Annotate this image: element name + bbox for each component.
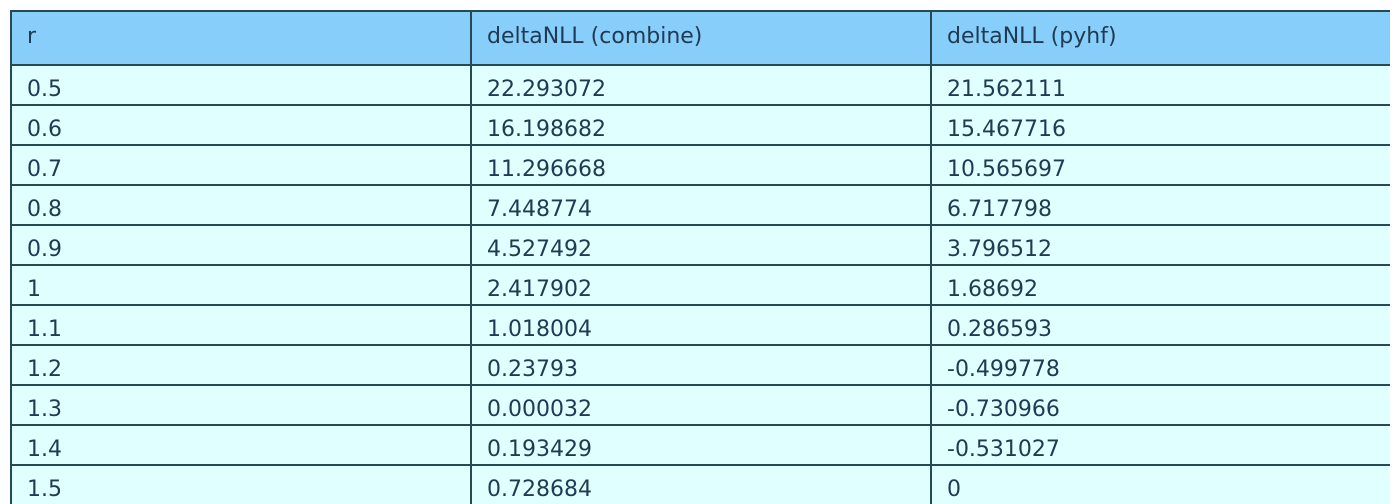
- cell-r: 1.2: [10, 344, 472, 386]
- cell-deltanll-pyhf: -0.499778: [930, 344, 1390, 386]
- table-row: 1.4 0.193429 -0.531027: [10, 424, 1390, 466]
- data-table: r deltaNLL (combine) deltaNLL (pyhf) 0.5…: [10, 10, 1390, 504]
- cell-deltanll-pyhf: 0: [930, 464, 1390, 504]
- cell-r: 0.8: [10, 184, 472, 226]
- cell-deltanll-pyhf: 0.286593: [930, 304, 1390, 346]
- cell-deltanll-combine: 0.000032: [470, 384, 932, 426]
- cell-deltanll-combine: 2.417902: [470, 264, 932, 306]
- cell-r: 1.1: [10, 304, 472, 346]
- cell-deltanll-pyhf: 21.562111: [930, 64, 1390, 106]
- cell-r: 1.3: [10, 384, 472, 426]
- cell-deltanll-pyhf: -0.531027: [930, 424, 1390, 466]
- table-header: r deltaNLL (combine) deltaNLL (pyhf): [10, 10, 1390, 66]
- cell-deltanll-combine: 1.018004: [470, 304, 932, 346]
- cell-r: 0.9: [10, 224, 472, 266]
- table-row: 1 2.417902 1.68692: [10, 264, 1390, 306]
- cell-deltanll-pyhf: 10.565697: [930, 144, 1390, 186]
- header-row: r deltaNLL (combine) deltaNLL (pyhf): [10, 10, 1390, 66]
- table-row: 0.5 22.293072 21.562111: [10, 64, 1390, 106]
- table-row: 1.2 0.23793 -0.499778: [10, 344, 1390, 386]
- column-header-deltanll-combine: deltaNLL (combine): [470, 10, 932, 66]
- cell-deltanll-combine: 0.23793: [470, 344, 932, 386]
- cell-r: 0.6: [10, 104, 472, 146]
- cell-r: 0.7: [10, 144, 472, 186]
- table-row: 0.7 11.296668 10.565697: [10, 144, 1390, 186]
- cell-deltanll-combine: 16.198682: [470, 104, 932, 146]
- cell-deltanll-combine: 0.728684: [470, 464, 932, 504]
- cell-r: 1.5: [10, 464, 472, 504]
- cell-deltanll-combine: 4.527492: [470, 224, 932, 266]
- cell-deltanll-pyhf: 15.467716: [930, 104, 1390, 146]
- table-container: r deltaNLL (combine) deltaNLL (pyhf) 0.5…: [10, 10, 1390, 504]
- table-row: 1.3 0.000032 -0.730966: [10, 384, 1390, 426]
- cell-deltanll-pyhf: 1.68692: [930, 264, 1390, 306]
- table-row: 0.8 7.448774 6.717798: [10, 184, 1390, 226]
- cell-deltanll-combine: 22.293072: [470, 64, 932, 106]
- cell-r: 0.5: [10, 64, 472, 106]
- cell-deltanll-pyhf: -0.730966: [930, 384, 1390, 426]
- cell-deltanll-combine: 0.193429: [470, 424, 932, 466]
- cell-r: 1.4: [10, 424, 472, 466]
- table-row: 1.5 0.728684 0: [10, 464, 1390, 504]
- column-header-deltanll-pyhf: deltaNLL (pyhf): [930, 10, 1390, 66]
- cell-r: 1: [10, 264, 472, 306]
- column-header-r: r: [10, 10, 472, 66]
- cell-deltanll-pyhf: 6.717798: [930, 184, 1390, 226]
- cell-deltanll-combine: 7.448774: [470, 184, 932, 226]
- cell-deltanll-combine: 11.296668: [470, 144, 932, 186]
- table-row: 0.6 16.198682 15.467716: [10, 104, 1390, 146]
- table-row: 0.9 4.527492 3.796512: [10, 224, 1390, 266]
- cell-deltanll-pyhf: 3.796512: [930, 224, 1390, 266]
- table-body: 0.5 22.293072 21.562111 0.6 16.198682 15.4677…: [10, 64, 1390, 504]
- table-row: 1.1 1.018004 0.286593: [10, 304, 1390, 346]
